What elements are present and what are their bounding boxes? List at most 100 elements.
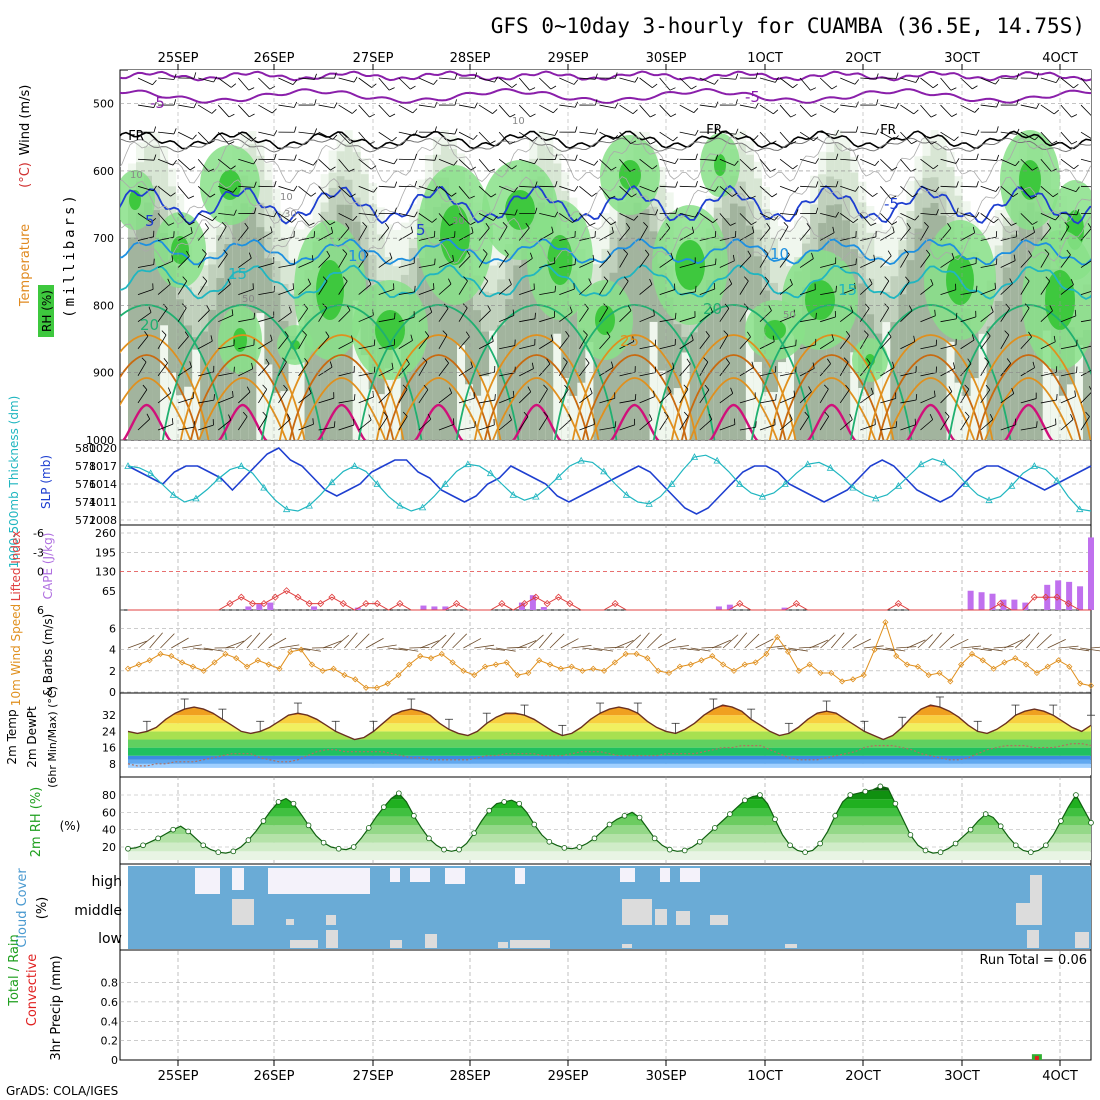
barb-flag (753, 135, 759, 140)
barb-shaft (840, 158, 857, 161)
surface-barb-39 (549, 633, 565, 649)
thickness-marker-82 (1053, 476, 1061, 484)
wind-marker-36 (514, 672, 521, 679)
barb-flag (855, 154, 859, 161)
surface-barb-77 (961, 645, 982, 649)
li-marker-12 (260, 600, 268, 608)
barb-shaft (358, 254, 369, 268)
barb-flag (449, 222, 456, 226)
barb-shaft (438, 283, 452, 295)
barb-flag (793, 390, 796, 397)
barb-shaft (458, 426, 475, 431)
barb-shaft (458, 232, 474, 241)
barb-shaft (880, 336, 892, 350)
barb-shaft (1000, 424, 1016, 431)
rh-col-3 (641, 209, 651, 440)
rh-col-dome (256, 313, 266, 440)
barb-shaft (418, 389, 429, 404)
barb-shaft (198, 77, 214, 83)
thickness-marker-64 (849, 483, 857, 491)
rh-col-3 (128, 237, 137, 440)
barb-flag (806, 222, 811, 229)
barb-flag (866, 358, 871, 364)
rh-col-dry (593, 70, 603, 228)
barb-flag (186, 250, 190, 257)
barb-shaft (358, 345, 375, 350)
top-ylabel-wind: Wind (m/s) (18, 85, 33, 156)
barb-flag (1028, 250, 1032, 256)
cape-bar-38 (540, 607, 547, 610)
rh-col-3 (449, 216, 458, 440)
barb-flag (869, 278, 873, 285)
warm-dome-0-4 (120, 403, 174, 440)
barb-flag (1075, 186, 1080, 192)
wind-marker-7 (200, 667, 207, 674)
barb-flag (834, 107, 839, 113)
barb-flag (915, 394, 918, 401)
barb-shaft (779, 396, 795, 404)
barb-shaft (1000, 334, 1010, 349)
barb-flag (509, 141, 516, 145)
rh-marker-102 (892, 800, 899, 807)
barb-flag (771, 193, 778, 198)
barb-shaft (659, 368, 675, 377)
cloud-mid-3 (676, 911, 690, 925)
barb-shaft (799, 104, 812, 117)
rh-col-dry (938, 70, 948, 136)
barb-flag (766, 222, 771, 229)
rh-marker-92 (817, 840, 823, 847)
li-marker-80 (1030, 593, 1038, 601)
barb-flag (913, 109, 919, 115)
barb-shaft (900, 77, 916, 83)
barb-flag (414, 180, 417, 187)
wind-marker-19 (330, 665, 337, 672)
barb-shaft (639, 104, 651, 118)
cape-bar-88 (1088, 537, 1094, 610)
barb-flag (975, 211, 980, 218)
panel-frame-2 (119, 524, 1092, 611)
barb-shaft (1040, 424, 1057, 431)
cloud-mid-5 (1016, 903, 1030, 925)
barb-flag (161, 330, 167, 336)
wind-marker-15 (287, 648, 294, 655)
barb-shaft (719, 393, 733, 404)
barb-shaft (679, 363, 691, 377)
barb-flag (490, 140, 496, 145)
barb-shaft (519, 158, 535, 165)
barb-flag (345, 223, 350, 229)
barb-shaft (218, 185, 234, 193)
cloud-high-6 (660, 868, 670, 882)
barb-shaft (659, 104, 671, 117)
barb-shaft (859, 363, 871, 377)
barb-shaft (137, 288, 154, 295)
barb-flag (610, 221, 617, 226)
barb-flag (823, 384, 829, 390)
barb-flag (193, 421, 195, 428)
rh-col-dry (248, 70, 257, 131)
cape-bar-36 (518, 602, 525, 610)
barb-flag (1093, 253, 1095, 259)
thickness-marker-80 (1030, 462, 1039, 469)
contour-minus5 (120, 87, 1091, 105)
barb-shaft (418, 236, 435, 241)
barb-shaft (639, 396, 655, 404)
barb-shaft (900, 186, 913, 198)
rh-marker-78 (712, 825, 718, 831)
surface-barb-20 (344, 632, 358, 649)
rh-band-6 (128, 799, 1091, 808)
barb-flag (1005, 303, 1010, 309)
barb-flag (373, 187, 378, 193)
rh-col-dry (609, 70, 619, 191)
barb-shaft (940, 416, 950, 431)
temp-band-7 (128, 723, 1091, 732)
barb-flag (595, 99, 598, 106)
barb-flag (815, 312, 817, 319)
barb-flag (683, 384, 689, 390)
barb-shaft (358, 419, 372, 431)
barb-shaft (940, 77, 952, 91)
barb-flag (932, 83, 939, 89)
barb-flag (650, 114, 656, 118)
barb-flag (512, 390, 515, 397)
rh-marker-4 (155, 835, 161, 842)
barb-flag (715, 154, 719, 161)
